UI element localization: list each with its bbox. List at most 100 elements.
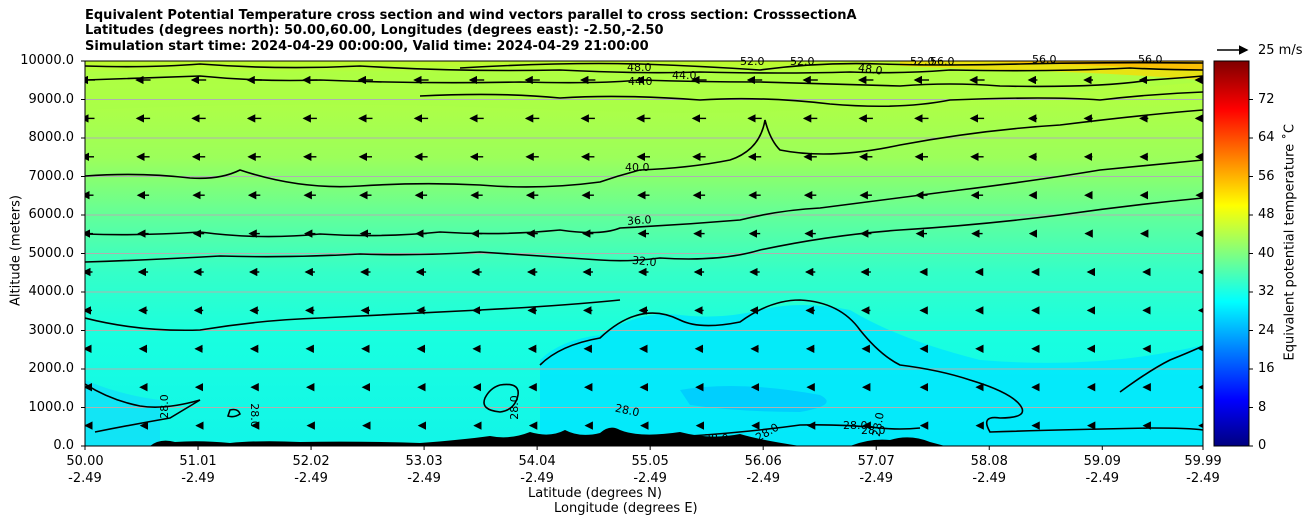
- contour-label-32: 32.0: [631, 253, 658, 270]
- y-tick-label: 1000.0: [28, 399, 75, 415]
- y-tick-label: 0.0: [53, 438, 74, 453]
- y-tick-label: 2000.0: [28, 361, 75, 376]
- contour-label-28-b: 28.0: [247, 403, 261, 428]
- y-tick-label: 7000.0: [28, 168, 75, 184]
- contour-28-bottom: [689, 424, 921, 437]
- terrain: [85, 427, 945, 446]
- y-tick-label: 4000.0: [28, 284, 75, 299]
- x-tick-latitude: 50.00: [66, 454, 104, 469]
- x-tick-longitude: -2.49: [972, 471, 1007, 486]
- contour-label-44-b: 44.0: [672, 69, 697, 82]
- colorbar-tick-label: 8: [1258, 399, 1267, 415]
- contour-label-28-c: 28.0: [507, 395, 521, 420]
- contour-label-28-g: 28.0: [843, 419, 868, 432]
- colorbar-tick-label: 24: [1258, 322, 1275, 338]
- contour-label-36: 36.0: [626, 213, 652, 228]
- colorbar-tick-label: 16: [1258, 361, 1275, 376]
- colorbar-tick-label: 0: [1258, 438, 1267, 453]
- x-tick-longitude: -2.49: [746, 471, 780, 486]
- y-tick-label: 9000.0: [28, 91, 75, 107]
- x-tick-latitude: 51.01: [179, 454, 217, 469]
- x-tick-longitude: -2.49: [294, 471, 328, 486]
- contour-label-56-c: 56.0: [1138, 53, 1163, 66]
- colorbar-tick-label: 48: [1258, 207, 1275, 222]
- contour-label-56-b: 56.0: [1032, 53, 1057, 66]
- y-tick-label: 8000.0: [28, 130, 75, 145]
- x-tick-latitude: 59.09: [1083, 454, 1121, 469]
- chart-title-line-3: Simulation start time: 2024-04-29 00:00:…: [85, 39, 649, 54]
- y-axis-label: Altitude (meters): [8, 195, 24, 306]
- colorbar-tick-marks: [1249, 99, 1253, 447]
- chart-title-line-2: Latitudes (degrees north): 50.00,60.00, …: [85, 23, 664, 38]
- contour-44b: [419, 91, 1203, 108]
- contour-label-40: 40.0: [625, 161, 650, 174]
- x-tick-longitude: -2.49: [859, 471, 894, 486]
- contour-52: [459, 61, 1203, 71]
- x-tick-label: 58.08 -2.49: [954, 453, 1024, 487]
- x-tick-latitude: 53.03: [405, 454, 443, 469]
- contour-label-48-a: 48.0: [627, 61, 652, 74]
- x-tick-label: 59.09 -2.49: [1067, 453, 1137, 487]
- y-tick-label: 5000.0: [28, 245, 75, 261]
- contour-label-52-c: 52.0: [910, 55, 935, 68]
- x-tick-label: 55.05 -2.49: [615, 453, 685, 487]
- y-tick-marks: [81, 60, 85, 447]
- x-tick-longitude: -2.49: [633, 471, 667, 486]
- colorbar-tick-label: 72: [1258, 91, 1275, 107]
- contour-lines: [85, 61, 1203, 437]
- contour-28-main: [539, 299, 1203, 433]
- contour-32: [85, 197, 1203, 263]
- colorbar-tick-label: 64: [1258, 130, 1275, 145]
- contour-label-28-h: 28.0: [861, 424, 886, 437]
- x-axis-label-longitude: Longitude (degrees E): [554, 501, 698, 516]
- colorbar: [1214, 61, 1249, 446]
- contour-label-52-b: 52.0: [790, 55, 815, 68]
- contour-28-island: [483, 383, 519, 413]
- y-tick-label: 3000.0: [28, 322, 75, 338]
- contour-label-56-a: 56.0: [930, 55, 955, 68]
- contour-label-28-a: 28.0: [157, 394, 171, 419]
- wind-vectors: [85, 75, 1203, 430]
- x-tick-latitude: 59.99: [1184, 454, 1222, 469]
- x-tick-longitude: -2.49: [1186, 471, 1220, 486]
- x-tick-longitude: -2.49: [68, 471, 102, 486]
- colorbar-tick-label: 40: [1258, 245, 1275, 261]
- x-tick-latitude: 57.07: [857, 454, 895, 469]
- contour-48: [85, 63, 1203, 74]
- x-tick-label: 57.07 -2.49: [841, 453, 911, 487]
- contour-label-28-e: 28.0: [704, 432, 729, 445]
- chart-title-line-1: Equivalent Potential Temperature cross s…: [85, 8, 857, 23]
- contour-28-left: [85, 383, 201, 433]
- x-tick-longitude: -2.49: [520, 471, 554, 486]
- y-tick-label: 10000.0: [20, 53, 74, 68]
- x-axis-label-latitude: Latitude (degrees N): [528, 486, 662, 501]
- x-tick-label: 52.02 -2.49: [276, 453, 346, 487]
- x-tick-label: 50.00 -2.49: [50, 453, 120, 487]
- contour-label-52-a: 52.0: [740, 55, 765, 68]
- x-tick-latitude: 56.06: [744, 454, 782, 469]
- x-tick-latitude: 52.02: [292, 454, 330, 469]
- contour-28-right: [1119, 345, 1203, 393]
- contour-40: [85, 109, 1203, 188]
- x-tick-label: 54.04 -2.49: [502, 453, 572, 487]
- contour-44: [85, 75, 1203, 88]
- colorbar-tick-label: 56: [1258, 168, 1275, 184]
- x-tick-latitude: 55.05: [631, 454, 669, 469]
- x-tick-label: 59.99 -2.49: [1168, 453, 1238, 487]
- colorbar-label: Equivalent potential temperature ˚C: [1282, 124, 1298, 361]
- x-tick-label: 51.01 -2.49: [163, 453, 233, 487]
- x-tick-label: 53.03 -2.49: [389, 453, 459, 487]
- colorbar-tick-label: 32: [1258, 284, 1275, 299]
- contour-36: [85, 159, 1203, 238]
- x-tick-marks: [84, 446, 1204, 450]
- wind-reference-label: 25 m/s: [1258, 43, 1303, 58]
- x-tick-longitude: -2.49: [1085, 471, 1120, 486]
- x-tick-label: 56.06 -2.49: [728, 453, 798, 487]
- x-tick-latitude: 54.04: [518, 454, 556, 469]
- x-tick-longitude: -2.49: [181, 471, 215, 486]
- contour-28-small: [226, 408, 241, 418]
- x-tick-longitude: -2.49: [407, 471, 441, 486]
- x-tick-latitude: 58.08: [970, 454, 1008, 469]
- contour-label-44-a: 44.0: [628, 75, 653, 88]
